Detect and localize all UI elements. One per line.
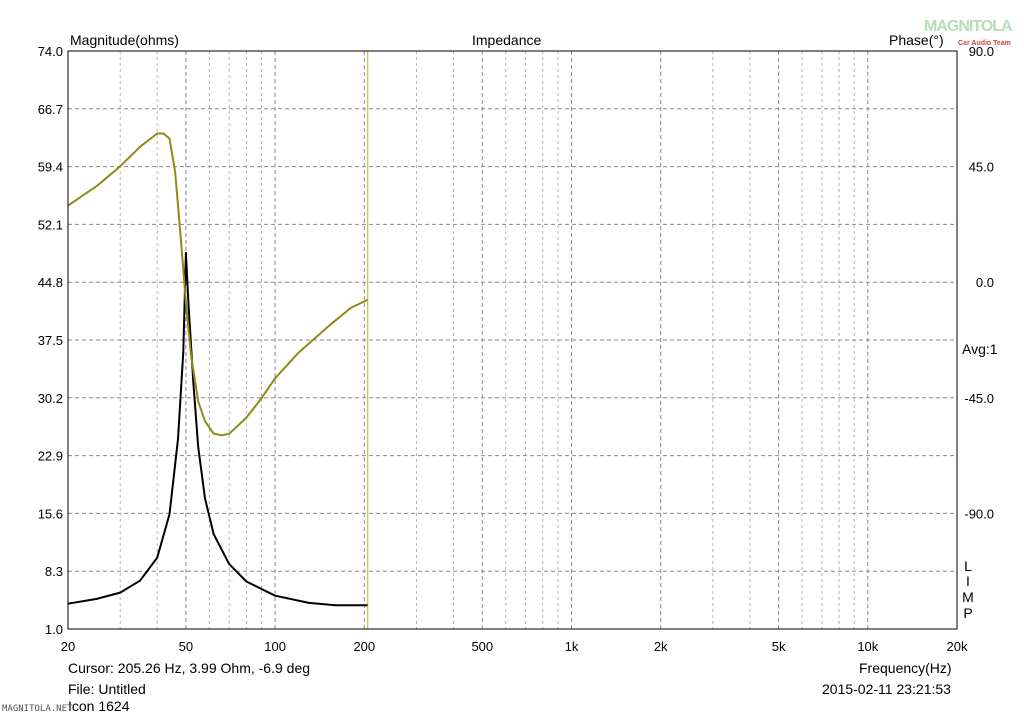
limp-letter-m: M	[962, 589, 974, 605]
y-tick-label: 37.5	[38, 333, 63, 348]
y-tick-label: 30.2	[38, 391, 63, 406]
cursor-readout: Cursor: 205.26 Hz, 3.99 Ohm, -6.9 deg	[68, 660, 311, 676]
credit-text: MAGNITOLA.NET	[2, 704, 73, 714]
chart-title: Impedance	[472, 32, 542, 48]
x-tick-label: 500	[471, 639, 493, 654]
y2-tick-label: 45.0	[969, 160, 994, 175]
watermark-logo: MAGNITOLA	[924, 18, 1013, 35]
y2-tick-label: -45.0	[964, 391, 994, 406]
left-axis-title: Magnitude(ohms)	[70, 32, 179, 48]
limp-letter-p: P	[963, 605, 973, 621]
x-tick-label: 20	[61, 639, 75, 654]
x-tick-label: 5k	[772, 639, 786, 654]
grid-lines	[68, 51, 957, 629]
tick-labels: 74.0 66.7 59.4 52.1 44.8 37.5 30.2 22.9 15.6 8.3 1…	[38, 44, 994, 654]
y2-tick-label: -90.0	[964, 506, 994, 521]
x-tick-label: 2k	[654, 639, 668, 654]
y-tick-label: 15.6	[38, 506, 63, 521]
x-tick-label: 1k	[565, 639, 579, 654]
y-tick-label: 44.8	[38, 275, 63, 290]
x-tick-label: 10k	[857, 639, 878, 654]
x-tick-label: 200	[353, 639, 375, 654]
file-name: File: Untitled	[68, 681, 146, 697]
y2-tick-label: 90.0	[969, 44, 994, 59]
right-axis-title: Phase(°)	[889, 32, 944, 48]
y-tick-label: 66.7	[38, 102, 63, 117]
watermark-subtext: Car Audio Team	[958, 40, 1011, 47]
avg-label: Avg:1	[962, 341, 998, 357]
y-tick-label: 52.1	[38, 217, 63, 232]
series-layer	[67, 132, 368, 607]
y-tick-label: 8.3	[45, 564, 63, 579]
plot-frame	[67, 50, 958, 630]
x-tick-label: 50	[179, 639, 193, 654]
magnitude-series-line	[67, 251, 368, 607]
y2-tick-label: 0.0	[976, 275, 994, 290]
y-tick-label: 22.9	[38, 449, 63, 464]
limp-letter-l: L	[964, 558, 972, 574]
measurement-name: Icon 1624	[68, 698, 130, 714]
x-tick-label: 100	[264, 639, 286, 654]
limp-letter-i: I	[966, 573, 970, 589]
timestamp: 2015-02-11 23:21:53	[822, 681, 951, 697]
y-tick-label: 59.4	[38, 160, 63, 175]
x-tick-label: 20k	[947, 639, 968, 654]
x-axis-title: Frequency(Hz)	[859, 660, 952, 676]
y-tick-label: 1.0	[45, 622, 63, 637]
y-tick-label: 74.0	[38, 44, 63, 59]
phase-series-line	[67, 132, 368, 437]
